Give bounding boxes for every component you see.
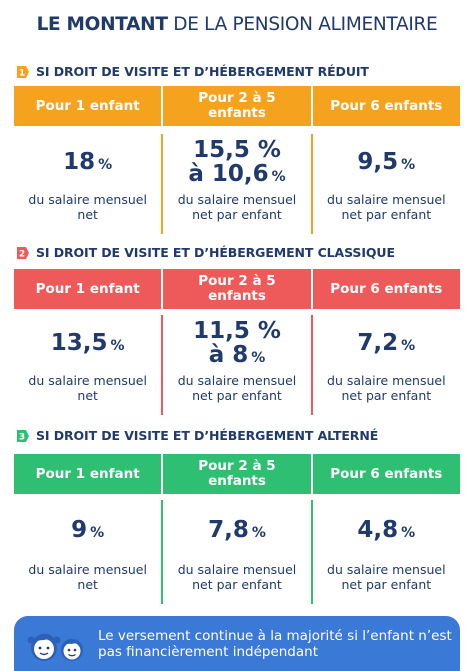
rate-value: 7,2% (357, 329, 416, 356)
rate-value: 18% (63, 148, 113, 175)
rate-description: du salaire mensuel net par enfant (327, 192, 446, 222)
rate-value: 9,5% (357, 148, 416, 175)
title-bold: LE MONTANT (36, 14, 168, 35)
header-6-enfants: Pour 6 enfants (310, 269, 460, 309)
col-1-enfant: 13,5% du salaire mensuel net (14, 315, 161, 415)
section-title: SI DROIT DE VISITE ET D’HÉBERGEMENT ALTE… (36, 428, 379, 443)
header-2-5-enfants: Pour 2 à 5 enfants (161, 86, 310, 126)
col-6-enfants: 4,8% du salaire mensuel net par enfant (310, 500, 460, 604)
col-1-enfant: 9% du salaire mensuel net (14, 500, 161, 604)
header-6-enfants: Pour 6 enfants (310, 454, 460, 494)
values-grid: 9% du salaire mensuel net 7,8% du salair… (14, 500, 460, 604)
number-3-badge-icon: 3 (17, 430, 29, 443)
rate-value: 15,5 % à 10,6% (188, 136, 286, 187)
section-alterne: 3 SI DROIT DE VISITE ET D’HÉBERGEMENT AL… (14, 426, 460, 606)
col-2-5-enfants: 7,8% du salaire mensuel net par enfant (161, 500, 310, 604)
badge-number: 2 (19, 250, 25, 260)
footer-note: Le versement continue à la majorité si l… (14, 616, 460, 671)
header-1-enfant: Pour 1 enfant (35, 465, 140, 482)
rate-description: du salaire mensuel net par enfant (327, 562, 446, 592)
rate-description: du salaire mensuel net par enfant (327, 373, 446, 403)
title-rest: DE LA PENSION ALIMENTAIRE (173, 14, 438, 35)
header-band: Pour 1 enfant Pour 2 à 5 enfants Pour 6 … (14, 86, 460, 126)
badge-number: 3 (19, 433, 25, 443)
rate-value: 9% (71, 516, 105, 543)
values-grid: 18% du salaire mensuel net 15,5 % à 10,6%… (14, 134, 460, 234)
rate-description: du salaire mensuel net par enfant (177, 562, 297, 592)
section-heading: 2 SI DROIT DE VISITE ET D’HÉBERGEMENT CL… (14, 243, 460, 265)
rate-description: du salaire mensuel net (28, 562, 147, 592)
rate-value: 7,8% (208, 516, 266, 543)
number-1-badge-icon: 1 (17, 66, 29, 79)
footer-text: Le versement continue à la majorité si l… (98, 627, 452, 660)
section-heading: 3 SI DROIT DE VISITE ET D’HÉBERGEMENT AL… (14, 426, 460, 448)
section-reduit: 1 SI DROIT DE VISITE ET D’HÉBERGEMENT RÉ… (14, 62, 460, 238)
rate-description: du salaire mensuel net par enfant (177, 192, 297, 222)
section-heading: 1 SI DROIT DE VISITE ET D’HÉBERGEMENT RÉ… (14, 62, 460, 84)
col-6-enfants: 7,2% du salaire mensuel net par enfant (310, 315, 460, 415)
rate-value: 13,5% (50, 329, 125, 356)
header-band: Pour 1 enfant Pour 2 à 5 enfants Pour 6 … (14, 454, 460, 494)
page-title: LE MONTANT DE LA PENSION ALIMENTAIRE (0, 14, 474, 35)
header-2-5-enfants: Pour 2 à 5 enfants (161, 454, 310, 494)
children-faces-icon (27, 633, 83, 661)
rate-value: 4,8% (357, 516, 416, 543)
col-2-5-enfants: 15,5 % à 10,6% du salaire mensuel net par… (161, 134, 310, 234)
rate-value: 11,5 % à 8% (193, 317, 281, 368)
rate-description: du salaire mensuel net par enfant (177, 373, 297, 403)
badge-number: 1 (19, 69, 25, 79)
rate-description: du salaire mensuel net (28, 373, 147, 403)
values-grid: 13,5% du salaire mensuel net 11,5 % à 8% … (14, 315, 460, 415)
col-2-5-enfants: 11,5 % à 8% du salaire mensuel net par en… (161, 315, 310, 415)
col-1-enfant: 18% du salaire mensuel net (14, 134, 161, 234)
header-1-enfant: Pour 1 enfant (35, 280, 140, 297)
header-6-enfants: Pour 6 enfants (310, 86, 460, 126)
header-band: Pour 1 enfant Pour 2 à 5 enfants Pour 6 … (14, 269, 460, 309)
header-2-5-enfants: Pour 2 à 5 enfants (161, 269, 310, 309)
col-6-enfants: 9,5% du salaire mensuel net par enfant (310, 134, 460, 234)
section-title: SI DROIT DE VISITE ET D’HÉBERGEMENT CLAS… (36, 245, 395, 260)
header-1-enfant: Pour 1 enfant (35, 97, 140, 114)
section-classique: 2 SI DROIT DE VISITE ET D’HÉBERGEMENT CL… (14, 243, 460, 419)
number-2-badge-icon: 2 (17, 247, 29, 260)
section-title: SI DROIT DE VISITE ET D’HÉBERGEMENT RÉDU… (36, 64, 369, 79)
rate-description: du salaire mensuel net (28, 192, 147, 222)
